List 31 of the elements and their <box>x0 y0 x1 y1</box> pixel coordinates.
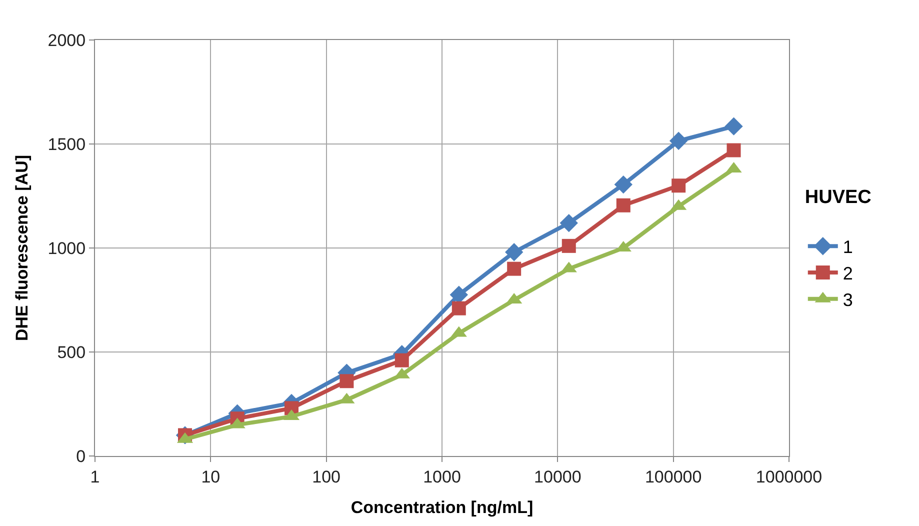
legend-label: 3 <box>842 290 853 310</box>
legend-label: 1 <box>842 237 853 258</box>
y-tick-label: 0 <box>76 446 86 466</box>
x-tick-label: 10 <box>201 467 220 486</box>
point <box>724 117 743 136</box>
point <box>669 132 688 150</box>
x-tick-label: 100 <box>312 467 341 486</box>
point <box>504 243 524 262</box>
x-tick-label: 1000 <box>423 467 461 486</box>
x-tick-label: 10000 <box>534 467 582 486</box>
y-tick-label: 1500 <box>48 134 86 154</box>
x-tick-label: 1000000 <box>756 467 822 486</box>
point <box>394 353 409 368</box>
x-axis-title: Concentration [ng/mL] <box>350 498 534 517</box>
point <box>616 198 630 212</box>
x-tick-label: 1 <box>90 467 100 486</box>
point <box>672 178 686 193</box>
point <box>507 262 522 276</box>
x-tick-label: 100000 <box>644 467 702 486</box>
point <box>614 175 632 194</box>
point <box>562 238 576 253</box>
y-axis-title: DHE fluorescence [AU] <box>12 154 32 342</box>
point <box>560 214 578 232</box>
y-tick-label: 1000 <box>48 238 86 258</box>
legend-label: 2 <box>842 264 853 284</box>
point <box>340 374 354 388</box>
y-tick-label: 2000 <box>48 30 86 50</box>
legend-title: HUVEC <box>804 187 872 208</box>
point <box>726 143 741 158</box>
y-tick-label: 500 <box>57 342 86 362</box>
point <box>452 301 466 316</box>
